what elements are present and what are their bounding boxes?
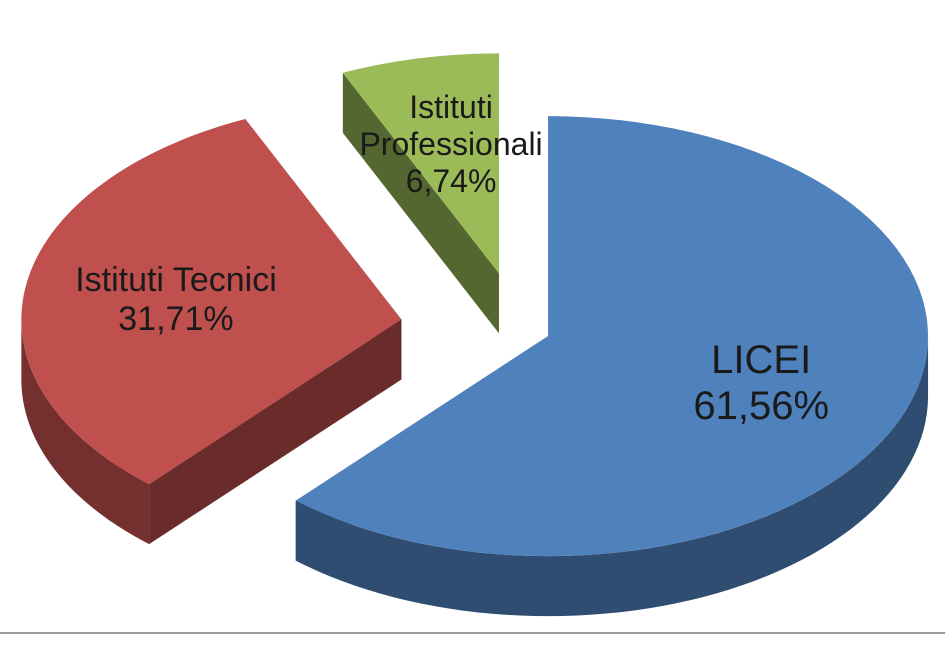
value-label: 31,71%	[118, 299, 234, 338]
slice-label: Istituti Professionali 6,74%	[351, 89, 551, 199]
slice-side	[295, 336, 929, 617]
slice	[21, 118, 402, 485]
slice-side	[342, 72, 499, 334]
slice	[342, 53, 499, 274]
slice-label: LICEI 61,56%	[601, 337, 921, 429]
slice	[295, 116, 928, 557]
value-label: 6,74%	[405, 162, 497, 199]
slice-label: Istituti Tecnici 31,71%	[16, 261, 336, 339]
value-label: 61,56%	[693, 384, 830, 429]
category-label: Istituti Tecnici	[75, 260, 277, 299]
category-label: LICEI	[711, 338, 812, 383]
slice-side	[21, 319, 150, 545]
category-label: Istituti Professionali	[359, 89, 543, 162]
slice-side	[149, 319, 402, 545]
